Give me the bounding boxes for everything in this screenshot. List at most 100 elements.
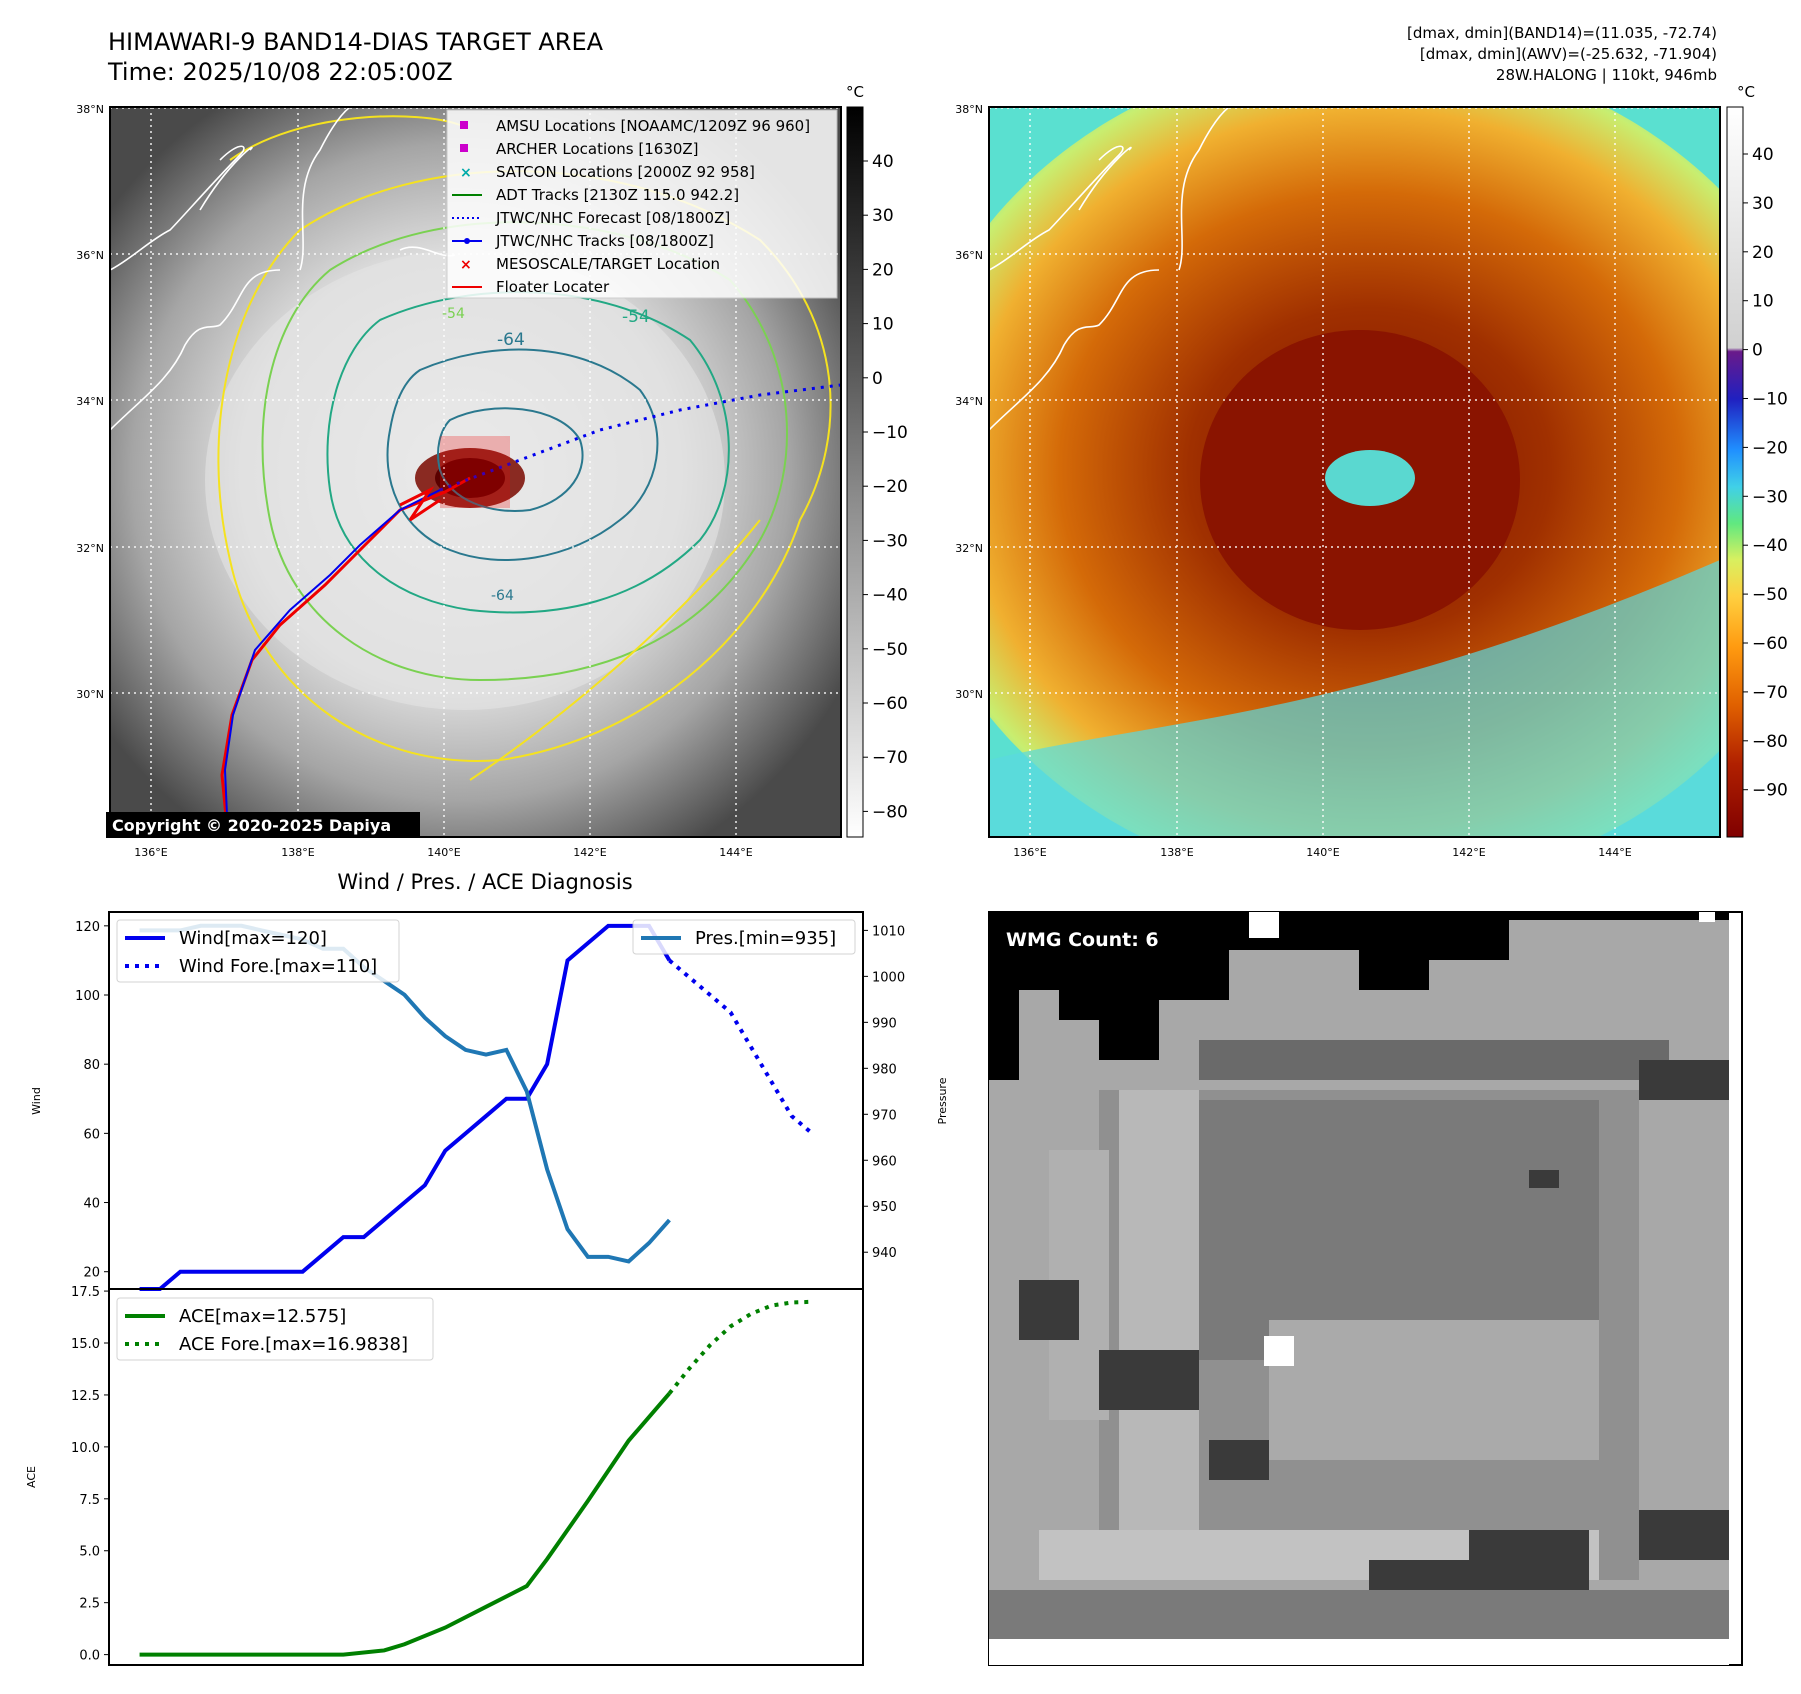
legend-marker: × (460, 165, 472, 181)
lon-tick-label: 140°E (1306, 846, 1339, 859)
y-tick-label: 5.0 (79, 1545, 100, 1560)
lon-tick-label: 140°E (427, 846, 460, 859)
lat-tick-label: 30°N (76, 688, 104, 701)
figure-time: Time: 2025/10/08 22:05:00Z (107, 58, 453, 86)
lat-tick-label: 36°N (955, 249, 983, 262)
target-box (440, 436, 510, 508)
colorbar-tick-label: 20 (1752, 243, 1774, 263)
y-tick-label: 40 (83, 1197, 100, 1212)
colorbar-tick-label: −30 (1752, 487, 1788, 507)
y2-tick-label: 990 (872, 1016, 897, 1031)
awv-eye (1325, 450, 1415, 506)
storm-info: 28W.HALONG | 110kt, 946mb (1496, 66, 1717, 84)
colorbar-tick-label: 0 (872, 369, 883, 389)
series-line (667, 1299, 813, 1395)
y-tick-label: 15.0 (71, 1337, 100, 1352)
legend-item: × MESOSCALE/TARGET Location (460, 255, 720, 273)
lon-tick-label: 142°E (573, 846, 606, 859)
coastline (110, 107, 456, 431)
lon-tick-label: 136°E (1013, 846, 1046, 859)
legend-label: ADT Tracks [2130Z 115.0 942.2] (496, 186, 739, 204)
wmg-panel: WMG Count: 6 (988, 911, 1743, 1666)
legend-label: ACE Fore.[max=16.9838] (179, 1334, 408, 1355)
legend-item: JTWC/NHC Forecast [08/1800Z] (452, 209, 730, 227)
contour-blue (386, 348, 659, 561)
legend-label: MESOSCALE/TARGET Location (496, 255, 720, 273)
legend-marker (460, 121, 468, 129)
band14-colorbar (846, 106, 864, 838)
legend-item: × SATCON Locations [2000Z 92 958] (460, 163, 755, 181)
colorbar-tick-label: 0 (1752, 341, 1763, 361)
lon-tick-label: 138°E (1160, 846, 1193, 859)
legend-label: Wind[max=120] (179, 928, 327, 949)
y-tick-label: 80 (83, 1058, 100, 1073)
legend-item: AMSU Locations [NOAAMC/1209Z 96 960] (460, 117, 810, 135)
colorbar-tick-label: 40 (872, 152, 894, 172)
legend-label: ACE[max=12.575] (179, 1306, 346, 1327)
y-tick-label: 60 (83, 1127, 100, 1142)
colorbar-tick-label: −80 (1752, 732, 1788, 752)
y-tick-label: 10.0 (71, 1441, 100, 1456)
y-tick-label: 20 (83, 1266, 100, 1281)
band14-colorbar-unit: °C (846, 83, 864, 101)
colorbar-tick-label: −70 (872, 748, 908, 768)
wind-ylabel: Wind (30, 1087, 43, 1115)
colorbar-tick-label: −60 (872, 694, 908, 714)
colorbar-tick-label: 10 (1752, 292, 1774, 312)
colorbar-tick-label: −20 (1752, 438, 1788, 458)
legend-label: SATCON Locations [2000Z 92 958] (496, 163, 755, 181)
colorbar-tick-label: 10 (872, 315, 894, 335)
colorbar-tick-label: −20 (872, 477, 908, 497)
legend-item: JTWC/NHC Tracks [08/1800Z] (452, 232, 714, 250)
contour-label-3: -54 (442, 306, 465, 322)
figure-title: HIMAWARI-9 BAND14-DIAS TARGET AREA (108, 28, 604, 56)
series-line (668, 958, 814, 1135)
legend-label: ARCHER Locations [1630Z] (496, 140, 699, 158)
lat-tick-label: 34°N (76, 395, 104, 408)
contour-teal (326, 291, 730, 614)
legend-item: Floater Locater (452, 278, 610, 296)
colorbar-tick-label: −90 (1752, 781, 1788, 801)
lat-tick-label: 38°N (76, 103, 104, 116)
copyright-box (106, 812, 420, 838)
y-tick-label: 12.5 (71, 1389, 100, 1404)
colorbar-tick-label: −30 (872, 531, 908, 551)
chart-legend: Pres.[min=935] (632, 919, 856, 955)
series-line (139, 1392, 671, 1657)
colorbar-tick-label: 40 (1752, 145, 1774, 165)
y2-tick-label: 970 (872, 1108, 897, 1123)
awv-colorbar (1726, 106, 1744, 838)
colorbar-tick-label: 20 (872, 260, 894, 280)
contour-label-2: -54 (622, 307, 650, 327)
lat-tick-label: 32°N (955, 542, 983, 555)
colorbar-tick-label: −40 (1752, 536, 1788, 556)
legend-label: Pres.[min=935] (695, 928, 836, 949)
y-tick-label: 120 (75, 920, 100, 935)
lon-tick-label: 138°E (281, 846, 314, 859)
awv-colorbar-unit: °C (1737, 83, 1755, 101)
colorbar-tick-label: −60 (1752, 634, 1788, 654)
y-tick-label: 100 (75, 989, 100, 1004)
y2-tick-label: 1000 (872, 970, 905, 985)
colorbar-tick-label: −50 (872, 640, 908, 660)
lon-tick-label: 144°E (1598, 846, 1631, 859)
lon-tick-label: 144°E (719, 846, 752, 859)
map-legend: AMSU Locations [NOAAMC/1209Z 96 960] ARCH… (446, 109, 838, 299)
lat-tick-label: 36°N (76, 249, 104, 262)
jtwc-track (223, 489, 441, 837)
y2-tick-label: 960 (872, 1154, 897, 1169)
colorbar-tick-label: −70 (1752, 683, 1788, 703)
dmax-awv: [dmax, dmin](AWV)=(-25.632, -71.904) (1420, 45, 1717, 63)
legend-item: ADT Tracks [2130Z 115.0 942.2] (452, 186, 739, 204)
y-tick-label: 7.5 (79, 1493, 100, 1508)
colorbar-tick-label: −10 (1752, 390, 1788, 410)
wmg-count: WMG Count: 6 (1006, 929, 1159, 951)
legend-item: ARCHER Locations [1630Z] (460, 140, 699, 158)
colorbar-tick-label: −80 (872, 802, 908, 822)
colorbar-tick-label: −40 (872, 586, 908, 606)
chart-legend: ACE[max=12.575] ACE Fore.[max=16.9838] (116, 1297, 434, 1361)
series-line (139, 923, 672, 1291)
contour-label-4: -64 (491, 588, 514, 604)
y2-tick-label: 940 (872, 1246, 897, 1261)
